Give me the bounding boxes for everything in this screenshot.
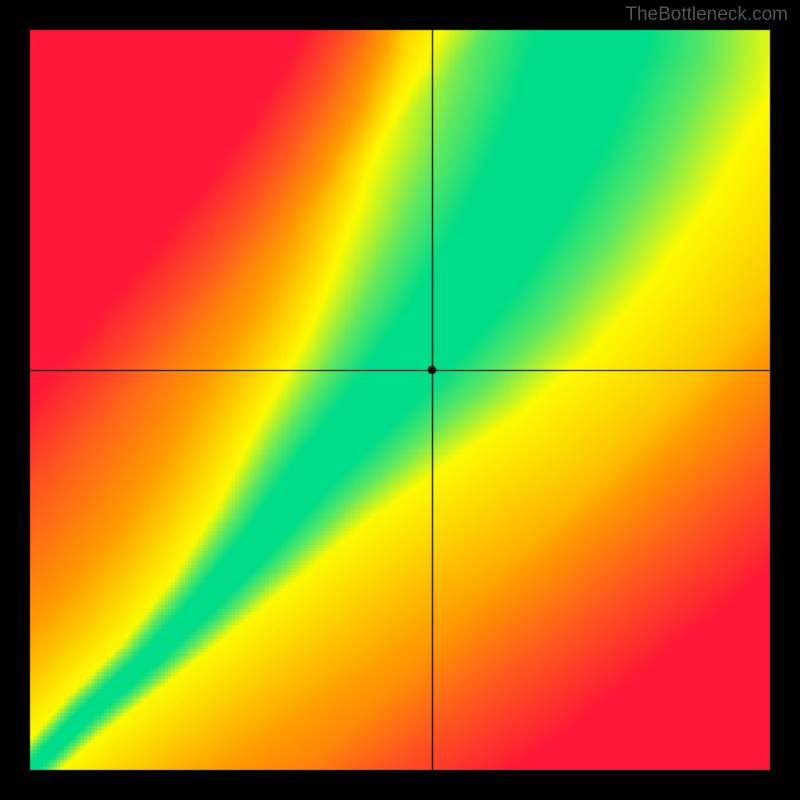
chart-wrap: TheBottleneck.com (0, 0, 800, 800)
heatmap-canvas (0, 0, 800, 800)
watermark-text: TheBottleneck.com (625, 4, 788, 26)
